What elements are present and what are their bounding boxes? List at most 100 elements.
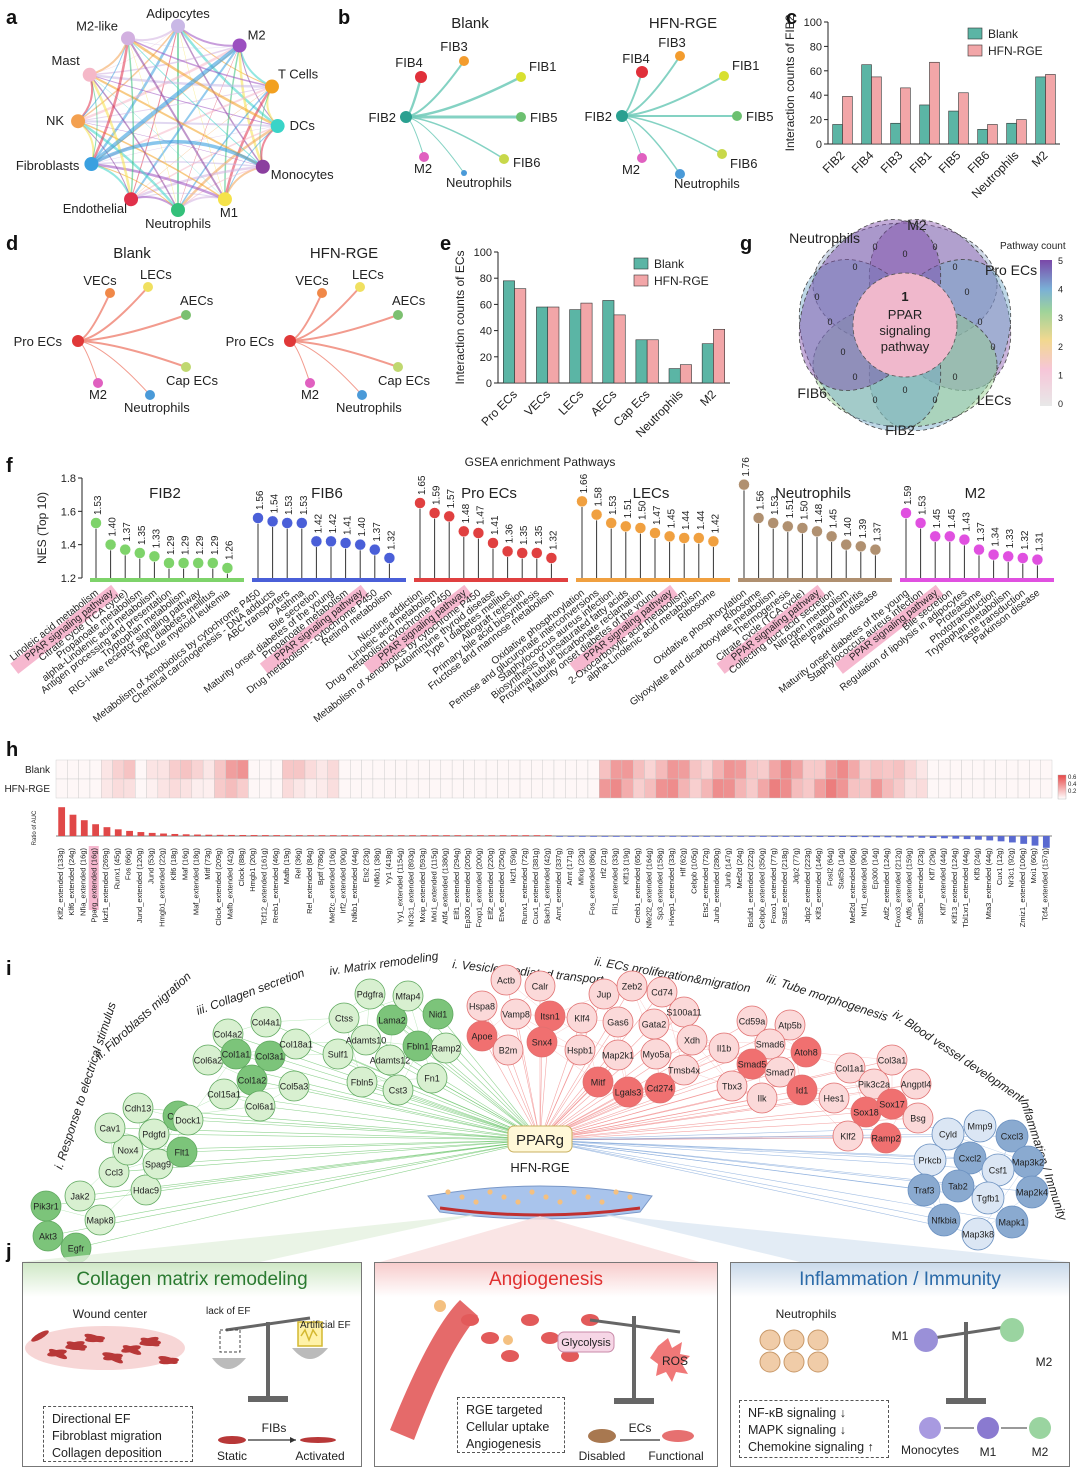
x-tick-label: Pro ECs: [479, 387, 520, 428]
bar-hfnrge: [958, 92, 969, 145]
h-column-label: Fosl2 (64g): [825, 848, 834, 886]
i-edge-red: [539, 1059, 893, 1141]
i-gene-label: Xdh: [684, 1036, 700, 1046]
i-gene-label: Col3a1: [878, 1056, 907, 1066]
i-gene-node: [995, 1205, 1029, 1239]
h-ratio-bar: [759, 836, 767, 837]
j-fibroblast: [31, 1330, 49, 1342]
i-gene-label: Map2k1: [602, 1051, 634, 1061]
y-tick-label: 0: [486, 378, 492, 390]
h-cell: [836, 759, 849, 780]
h-cell: [621, 778, 634, 799]
i-gene-label: Tab2: [948, 1182, 968, 1192]
h-cell: [1006, 778, 1019, 799]
h-column-label: Maf (16g): [180, 848, 189, 881]
h-column-label: Klf7_extended (44g): [939, 848, 948, 916]
f-value-label: 1.45: [667, 508, 678, 528]
h-cell: [417, 759, 430, 780]
i-center-box: [507, 1125, 573, 1153]
panel-a-node-label: Fibroblasts: [16, 158, 80, 173]
f-lollipop-dot: [414, 497, 426, 509]
h-cell: [814, 778, 826, 799]
f-lollipop-dot: [987, 548, 1000, 561]
network-source-label: FIB2: [585, 109, 612, 124]
f-lollipop-dot: [900, 507, 912, 519]
venn-zero: 0: [932, 395, 937, 405]
h-cell: [757, 778, 770, 799]
j-fan-green: [20, 1214, 480, 1262]
j-fibroblast: [47, 1349, 67, 1357]
j-neutrophil-cell: [807, 1351, 829, 1373]
venn-center-text: PPAR: [888, 307, 922, 322]
h-ratio-bar: [465, 835, 473, 836]
f-lollipop-dot: [325, 535, 337, 548]
h-cell: [802, 759, 815, 780]
h-ratio-bar: [352, 835, 360, 836]
h-ratio-bar: [873, 836, 880, 838]
f-value-label: 1.40: [357, 517, 368, 537]
i-gene-label: Cdh13: [125, 1104, 152, 1114]
i-gene-label: Map2k4: [1016, 1188, 1048, 1198]
venn-center: [852, 272, 958, 378]
h-column-label: Klf3 (24g): [973, 848, 982, 881]
h-cell: [780, 778, 792, 799]
i-gene-label: Gas6: [607, 1018, 629, 1028]
f-value-label: 1.59: [432, 485, 443, 505]
panel-a-edge: [127, 38, 179, 211]
i-gene-node: [208, 1078, 240, 1110]
network-target-node: [317, 288, 327, 298]
h-ratio-bar: [477, 835, 484, 836]
i-gene-label: Cyld: [939, 1130, 957, 1140]
network-edge: [621, 75, 725, 117]
h-cell: [995, 778, 1007, 799]
h-column-label: Mef2d (24g): [735, 847, 744, 888]
h-column-label: Etv6_extended (250g): [497, 848, 506, 922]
h-cell: [972, 759, 985, 780]
j-box3-note-3: Chemokine signaling ↑: [748, 1440, 874, 1454]
h-cell: [508, 759, 521, 780]
f-lollipop-dot: [487, 537, 499, 549]
h-ratio-bar: [216, 834, 224, 836]
i-gene-node: [278, 1070, 310, 1102]
h-cell: [734, 759, 747, 780]
j-scale-base: [248, 1396, 288, 1402]
i-edge-red: [539, 1021, 619, 1141]
i-category-green: iii. Collagen secretion: [194, 966, 306, 1018]
panel-a-edge: [177, 86, 273, 211]
h-cell: [814, 759, 826, 780]
i-gene-label: Bsg: [910, 1114, 926, 1124]
i-category-green: i. Response to electrical stimulus: [52, 1000, 119, 1171]
h-cell: [350, 759, 362, 780]
i-gene-node: [900, 1068, 932, 1100]
i-gene-label: Spag9: [145, 1160, 171, 1170]
h-cell: [893, 759, 906, 780]
network-target-label: Neutrophils: [336, 400, 402, 415]
network-target-label: FIB3: [440, 39, 467, 54]
network-source-label: Pro ECs: [226, 334, 275, 349]
f-value-label: 1.34: [991, 527, 1002, 547]
network-target-label: Neutrophils: [674, 176, 740, 191]
j-vessel: [390, 1300, 478, 1440]
panel-d-blank-title: Blank: [113, 245, 151, 262]
i-gene-node: [466, 1020, 498, 1052]
h-cell: [485, 778, 498, 799]
i-gene-node: [172, 1104, 204, 1136]
i-gene-label: Sulf1: [328, 1050, 349, 1060]
i-edge-green: [75, 1139, 541, 1249]
bar-hfnrge: [842, 96, 853, 145]
network-edge: [405, 116, 505, 160]
i-gene-label: S100a11: [666, 1008, 701, 1018]
h-cell: [361, 759, 374, 780]
i-gene-label: Itsn1: [540, 1012, 560, 1022]
h-ratio-bar: [307, 835, 315, 836]
h-cell: [519, 759, 532, 780]
network-target-node: [181, 310, 191, 320]
h-column-label: Nr3c1 (92g): [1007, 848, 1016, 888]
h-cell: [304, 778, 317, 799]
network-target-node: [419, 152, 429, 162]
i-gene-node: [376, 1004, 408, 1036]
network-target-label: M2: [301, 387, 319, 402]
i-gene-label: Hes1: [823, 1094, 844, 1104]
i-gene-node: [716, 1070, 748, 1102]
h-ratio-bar: [397, 835, 405, 836]
